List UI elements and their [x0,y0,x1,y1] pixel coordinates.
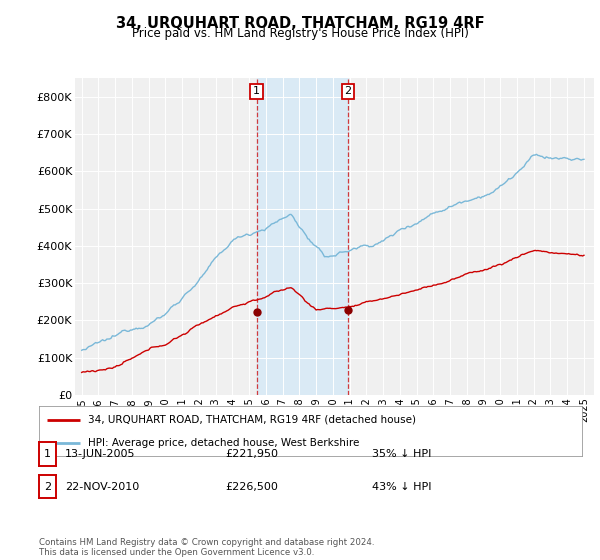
Text: 1: 1 [44,449,51,459]
Text: £221,950: £221,950 [225,449,278,459]
Text: 2: 2 [44,482,51,492]
Text: Contains HM Land Registry data © Crown copyright and database right 2024.
This d: Contains HM Land Registry data © Crown c… [39,538,374,557]
Text: 22-NOV-2010: 22-NOV-2010 [65,482,139,492]
Bar [257,78,348,395]
Text: 13-JUN-2005: 13-JUN-2005 [65,449,136,459]
Text: 34, URQUHART ROAD, THATCHAM, RG19 4RF (detached house): 34, URQUHART ROAD, THATCHAM, RG19 4RF (d… [88,414,416,424]
Text: 43% ↓ HPI: 43% ↓ HPI [372,482,431,492]
Text: Price paid vs. HM Land Registry's House Price Index (HPI): Price paid vs. HM Land Registry's House … [131,27,469,40]
Text: 35% ↓ HPI: 35% ↓ HPI [372,449,431,459]
Text: 2: 2 [344,86,352,96]
Text: £226,500: £226,500 [225,482,278,492]
Text: HPI: Average price, detached house, West Berkshire: HPI: Average price, detached house, West… [88,438,359,448]
Text: 34, URQUHART ROAD, THATCHAM, RG19 4RF: 34, URQUHART ROAD, THATCHAM, RG19 4RF [116,16,484,31]
Text: 1: 1 [253,86,260,96]
